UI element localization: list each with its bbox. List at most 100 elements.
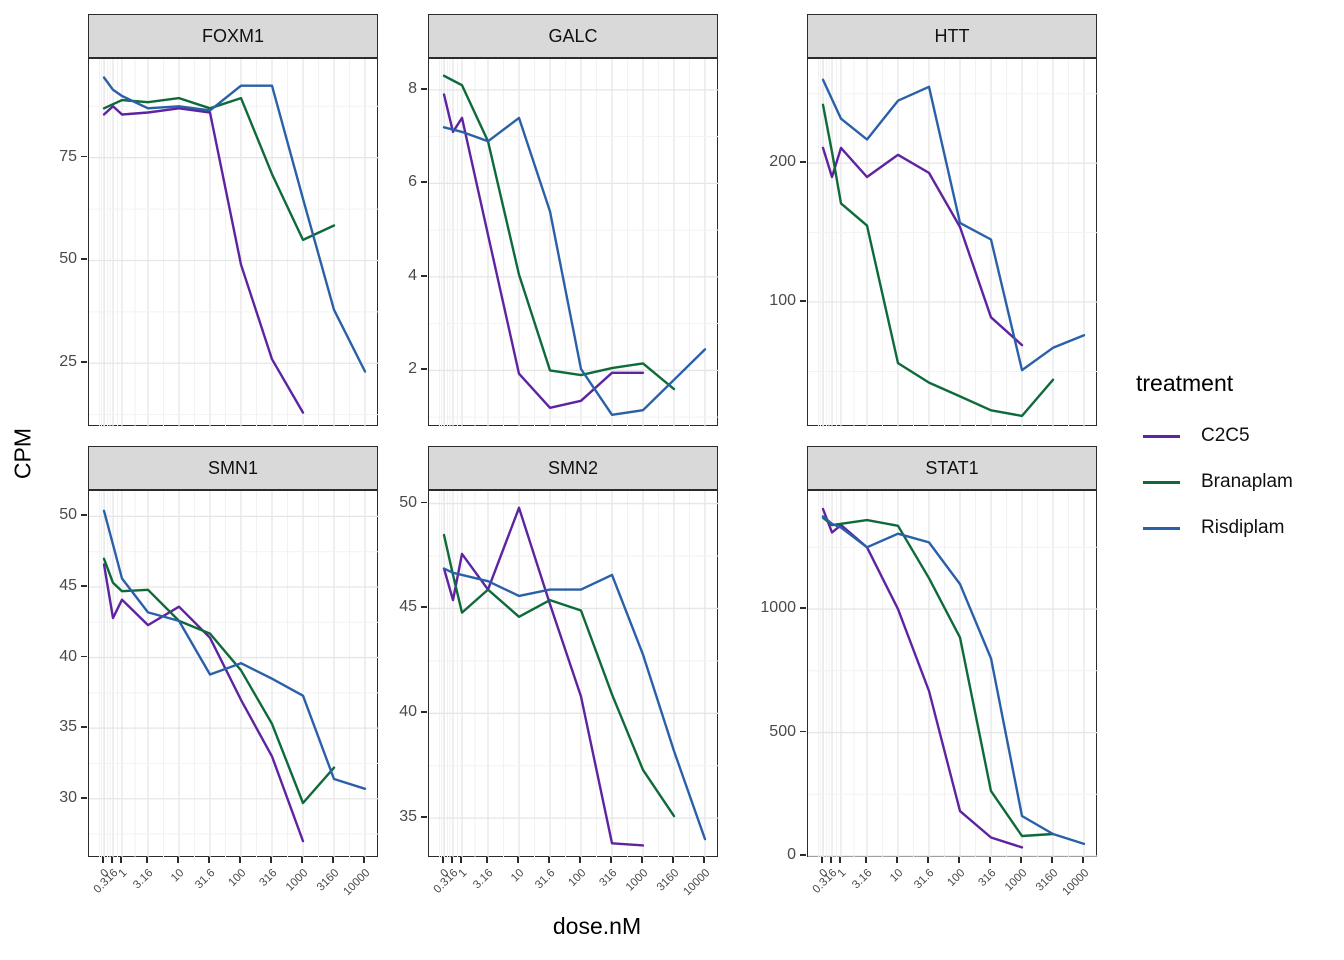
x-axis-title: dose.nM (552, 913, 642, 939)
line-branaplam-htt (821, 103, 1055, 418)
legend: treatment C2C5 Branaplam Risdiplam (1136, 370, 1293, 559)
x-tick-mark (830, 857, 832, 863)
y-tick-mark (800, 607, 806, 609)
x-tick-mark (517, 857, 519, 863)
x-tick-mark (270, 857, 272, 863)
x-tick-mark (1082, 857, 1084, 863)
facet-strip-stat1: STAT1 (807, 446, 1097, 490)
line-branaplam-stat1 (821, 516, 1055, 838)
x-tick-mark (1020, 857, 1022, 863)
line-branaplam-smn2 (442, 533, 676, 818)
x-tick-mark (460, 857, 462, 863)
y-tick-mark (800, 161, 806, 163)
y-tick-mark (81, 155, 87, 158)
y-tick-mark (800, 854, 806, 856)
x-tick-mark (102, 857, 104, 863)
legend-title: treatment (1136, 370, 1234, 396)
x-tick-mark (821, 857, 823, 863)
y-tick-label: 45 (59, 576, 77, 594)
facet-panel-galc (428, 58, 719, 427)
x-tick-mark (442, 857, 444, 863)
legend-label: Risdiplam (1201, 517, 1285, 538)
y-tick-label: 40 (399, 703, 417, 721)
facet-strip-foxm1: FOXM1 (88, 14, 378, 58)
line-branaplam-smn1 (102, 557, 336, 805)
y-tick-mark (421, 501, 427, 504)
y-tick-label: 4 (408, 266, 417, 284)
legend-item-risdiplam: Risdiplam (1136, 513, 1293, 543)
x-tick-mark (989, 857, 991, 863)
x-tick-mark (363, 857, 365, 863)
y-tick-label: 30 (59, 788, 77, 806)
y-tick-mark (421, 368, 427, 371)
x-tick-mark (208, 857, 210, 863)
facet-strip-htt: HTT (807, 14, 1097, 58)
y-tick-mark (421, 181, 427, 184)
y-tick-label: 500 (769, 722, 796, 740)
panel-canvas (429, 491, 719, 858)
y-tick-label: 2 (408, 360, 417, 378)
facet-panel-stat1 (807, 490, 1098, 858)
x-tick-mark (927, 857, 929, 863)
panel-canvas (429, 59, 719, 427)
y-tick-mark (81, 258, 87, 261)
facet-title: SMN1 (207, 457, 258, 478)
y-tick-label: 35 (399, 808, 417, 826)
y-tick-mark (800, 300, 806, 302)
x-tick-mark (177, 857, 179, 863)
facet-title: GALC (548, 25, 598, 46)
legend-item-branaplam: Branaplam (1136, 467, 1293, 497)
y-tick-label: 75 (59, 147, 77, 165)
y-tick-label: 35 (59, 718, 77, 736)
y-tick-mark (81, 655, 87, 658)
line-c2c5-smn2 (442, 506, 645, 847)
x-tick-mark (301, 857, 303, 863)
line-risdiplam-htt (821, 78, 1086, 372)
y-tick-label: 40 (59, 647, 77, 665)
legend-key-line-risdiplam (1143, 526, 1180, 530)
line-branaplam-galc (442, 74, 676, 391)
x-tick-mark (579, 857, 581, 863)
facet-strip-smn2: SMN2 (428, 446, 718, 490)
y-tick-label: 50 (399, 493, 417, 511)
line-c2c5-foxm1 (102, 105, 305, 414)
y-tick-mark (800, 730, 806, 733)
x-tick-mark (332, 857, 334, 863)
facet-strip-smn1: SMN1 (88, 446, 378, 490)
y-tick-mark (421, 274, 427, 277)
y-tick-mark (81, 514, 87, 517)
line-risdiplam-galc (442, 116, 707, 416)
y-tick-mark (421, 87, 427, 90)
x-tick-mark (958, 857, 960, 863)
facet-panel-foxm1 (88, 58, 379, 427)
y-tick-label: 25 (59, 353, 77, 371)
line-c2c5-smn1 (102, 563, 305, 843)
facet-panel-smn1 (88, 490, 379, 858)
y-tick-label: 50 (59, 250, 77, 268)
y-tick-label: 200 (769, 153, 796, 171)
x-tick-mark (865, 857, 867, 863)
line-c2c5-galc (442, 93, 645, 409)
x-tick-mark (239, 857, 241, 863)
y-tick-mark (81, 361, 87, 364)
y-tick-mark (421, 711, 427, 714)
legend-key-line-c2c5 (1143, 434, 1180, 438)
line-risdiplam-stat1 (821, 515, 1086, 846)
legend-item-c2c5: C2C5 (1136, 421, 1293, 451)
legend-key-line-branaplam (1143, 480, 1180, 484)
x-tick-mark (1051, 857, 1053, 863)
y-tick-label: 0 (787, 846, 796, 864)
y-tick-label: 8 (408, 79, 417, 97)
x-tick-mark (641, 857, 643, 863)
y-tick-mark (421, 816, 427, 818)
y-tick-label: 50 (59, 506, 77, 524)
panel-canvas (89, 491, 379, 858)
x-tick-mark (111, 857, 113, 863)
y-tick-label: 1000 (760, 599, 796, 617)
panel-canvas (89, 59, 379, 427)
legend-label: Branaplam (1201, 471, 1293, 492)
facet-title: FOXM1 (201, 25, 264, 46)
x-tick-mark (896, 857, 898, 863)
x-tick-mark (548, 857, 550, 863)
